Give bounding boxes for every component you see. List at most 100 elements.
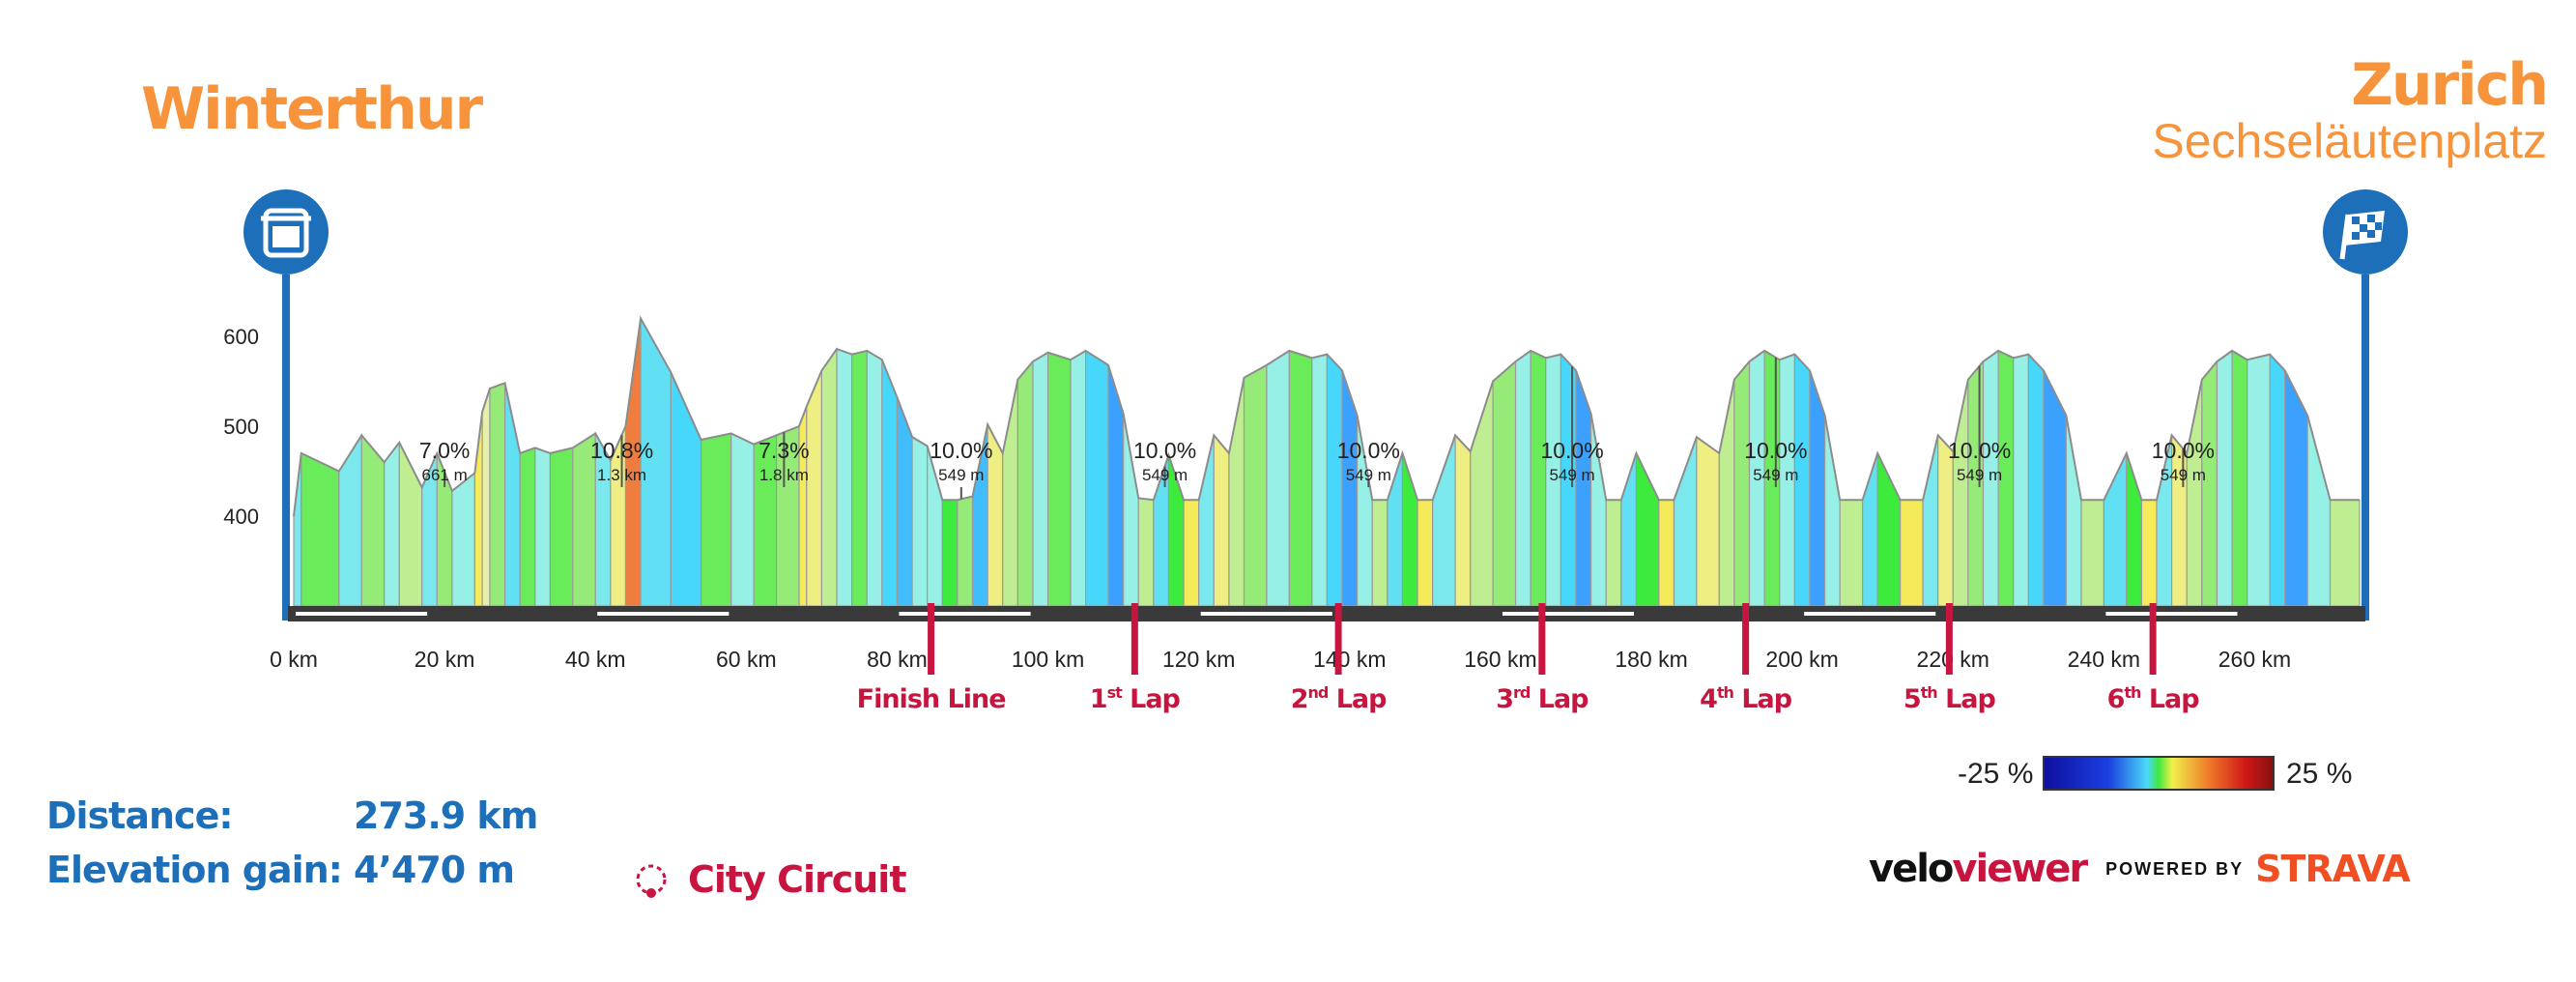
- climb-length: 1.3 km: [597, 466, 646, 484]
- climb-length: 549 m: [2161, 466, 2206, 484]
- profile-segment: [2043, 370, 2067, 607]
- powered-by: POWERED BY: [2105, 858, 2245, 879]
- profile-segment: [519, 447, 536, 607]
- climb-gradient: 10.0%: [1337, 438, 1400, 463]
- profile-segment: [1070, 349, 1087, 607]
- climb-gradient: 10.0%: [2152, 438, 2215, 463]
- profile-segment: [2013, 353, 2029, 607]
- x-tick-label: 100 km: [1012, 647, 1084, 672]
- profile-segment: [1016, 360, 1034, 607]
- distance-label: Distance:: [46, 794, 234, 837]
- x-tick-label: 80 km: [867, 647, 928, 672]
- profile-segment: [798, 406, 808, 607]
- profile-segment: [1046, 351, 1072, 607]
- x-tick-label: 180 km: [1615, 647, 1687, 672]
- profile-segment: [1371, 499, 1388, 607]
- circuit-loop-icon: [636, 864, 667, 898]
- profile-segment: [881, 359, 899, 607]
- profile-segment: [1839, 499, 1864, 607]
- profile-segment: [2216, 349, 2233, 607]
- road-stripe: [296, 612, 428, 616]
- elevation-label: Elevation gain:: [46, 849, 343, 891]
- profile-segment: [2140, 499, 2158, 607]
- profile-segment: [1673, 436, 1698, 607]
- profile-segment: [2284, 370, 2308, 607]
- profile-segment: [2080, 499, 2104, 607]
- profile-segment: [2329, 499, 2361, 607]
- climb-length: 549 m: [1142, 466, 1188, 484]
- veloviewer-credit: veloviewer POWERED BY STRAVA: [1869, 847, 2411, 891]
- lap-label: 2nd Lap: [1291, 683, 1387, 714]
- profile-segment: [1137, 497, 1155, 607]
- start-city: Winterthur: [141, 75, 483, 143]
- profile-segment: [1032, 351, 1049, 607]
- x-tick-label: 40 km: [565, 647, 626, 672]
- profile-segment: [730, 432, 755, 607]
- profile-segment: [360, 433, 386, 607]
- profile-segment: [2065, 415, 2082, 607]
- profile-segment: [549, 447, 574, 607]
- road-stripe: [1502, 612, 1635, 616]
- elevation-value: 4’470 m: [354, 849, 515, 891]
- distance-value: 273.9 km: [354, 794, 538, 837]
- profile-segment: [338, 433, 362, 607]
- profile-segment: [1658, 499, 1675, 607]
- city-circuit-legend: City Circuit: [632, 858, 906, 901]
- profile-segment: [1288, 350, 1313, 607]
- y-tick-label: 600: [223, 325, 259, 349]
- climb-length: 549 m: [1753, 466, 1798, 484]
- climb-gradient: 10.8%: [590, 438, 653, 463]
- y-tick-label: 400: [223, 505, 259, 529]
- x-tick-label: 60 km: [716, 647, 777, 672]
- y-axis: 400 500 600: [223, 325, 259, 529]
- veloviewer-logo: veloviewer: [1869, 847, 2088, 891]
- finish-city: Zurich: [2351, 51, 2549, 119]
- profile-segment: [1326, 353, 1343, 607]
- profile-segment: [1492, 360, 1517, 607]
- x-tick-label: 240 km: [2068, 647, 2140, 672]
- finish-location: Zurich Sechseläutenplatz: [2152, 51, 2549, 168]
- x-tick-label: 260 km: [2218, 647, 2291, 672]
- profile-segment: [1605, 499, 1622, 607]
- x-axis: 0 km 20 km 40 km 60 km 80 km 100 km 120 km 140 …: [270, 647, 2291, 672]
- y-tick-label: 500: [223, 415, 259, 439]
- profile-segment: [1311, 353, 1328, 607]
- x-tick-label: 120 km: [1162, 647, 1235, 672]
- road-band: [288, 606, 2365, 621]
- road-stripe: [899, 612, 1031, 616]
- x-tick-label: 140 km: [1313, 647, 1386, 672]
- climb-gradient: 10.0%: [930, 438, 992, 463]
- x-tick-label: 20 km: [415, 647, 475, 672]
- road-stripe: [1200, 612, 1332, 616]
- gradient-max-label: 25 %: [2286, 758, 2353, 790]
- climb-length: 661 m: [421, 466, 467, 484]
- profile-segment: [866, 349, 883, 607]
- gradient-scale-bar: [2043, 756, 2275, 791]
- profile-segment: [489, 382, 506, 607]
- profile-segment: [820, 347, 838, 607]
- profile-area: [293, 315, 2361, 607]
- climb-gradient: 10.0%: [1133, 438, 1196, 463]
- velo-text: velo: [1869, 847, 1954, 891]
- profile-segment: [534, 447, 551, 607]
- profile-segment: [1213, 433, 1230, 607]
- profile-segment: [1198, 435, 1215, 607]
- profile-segment: [1530, 349, 1547, 607]
- climb-gradient: 10.0%: [1744, 438, 1807, 463]
- x-tick-label: 200 km: [1765, 647, 1838, 672]
- lap-label: 1st Lap: [1090, 683, 1181, 714]
- lap-label: 4th Lap: [1700, 683, 1792, 714]
- profile-segment: [1266, 349, 1290, 607]
- climb-length: 549 m: [1957, 466, 2002, 484]
- finish-marker: [2323, 189, 2408, 621]
- climb-length: 1.8 km: [759, 466, 809, 484]
- profile-segment: [836, 348, 853, 607]
- profile-segment: [293, 452, 302, 607]
- lap-label: 3rd Lap: [1496, 683, 1589, 714]
- climb-length: 549 m: [1346, 466, 1391, 484]
- profile-segment: [1183, 499, 1200, 607]
- climb-length: 549 m: [938, 466, 984, 484]
- profile-segment: [911, 436, 929, 607]
- profile-outline: [293, 315, 2360, 517]
